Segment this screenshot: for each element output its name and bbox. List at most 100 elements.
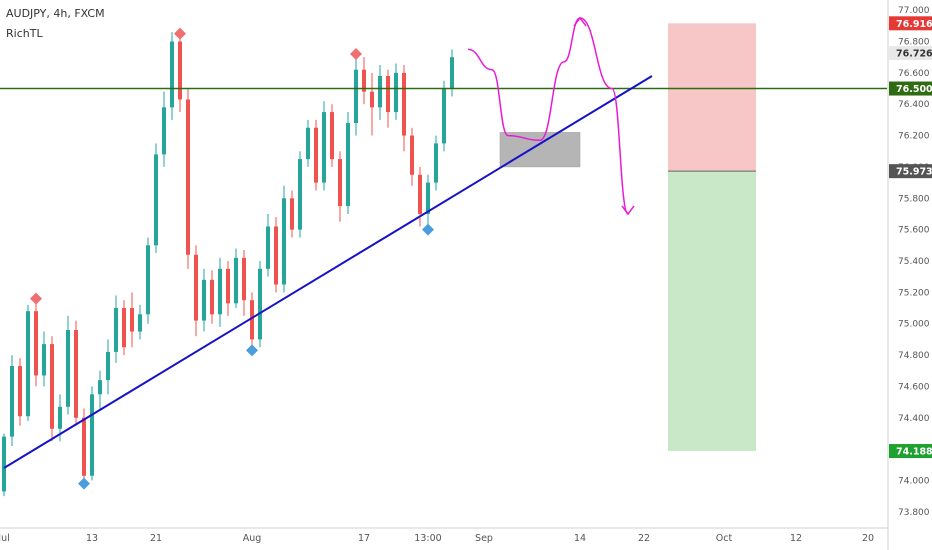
price-label-tag <box>889 164 932 179</box>
candle-body <box>370 91 374 108</box>
candle-body <box>258 268 262 340</box>
candle-body <box>290 198 294 230</box>
candle-body <box>42 344 46 376</box>
candle-body <box>418 174 422 214</box>
pivot-low-icon <box>78 477 90 490</box>
pivot-low-icon <box>246 344 258 357</box>
symbol-title: AUDJPY, 4h, FXCM <box>6 7 105 20</box>
time-tick-label: 13:00 <box>414 533 441 544</box>
price-tick-label: 75.800 <box>898 194 930 204</box>
candle-body <box>138 314 142 332</box>
price-label-text: 74.188 <box>896 447 932 458</box>
candle-body <box>90 394 94 476</box>
price-label-tag <box>889 444 932 459</box>
time-tick-label: 12 <box>790 533 802 544</box>
support-zone <box>499 132 581 168</box>
time-tick-label: 14 <box>574 533 586 544</box>
candle-body <box>426 182 430 214</box>
time-tick-label: 17 <box>358 533 370 544</box>
time-tick-label: Aug <box>243 533 262 544</box>
candle-body <box>338 159 342 207</box>
trendline <box>3 75 653 469</box>
candle-body <box>122 308 126 348</box>
time-tick-label: Jul <box>0 533 10 544</box>
time-axis: Jul 13 21 Aug 17 13:00 Sep 14 22 Oct 12 20 <box>0 527 888 544</box>
candle-body <box>154 154 158 246</box>
price-tick-label: 74.400 <box>898 414 930 424</box>
drawings <box>0 16 887 469</box>
candle-body <box>402 72 406 136</box>
arrow-up-icon <box>573 16 587 27</box>
pivot-markers <box>30 27 434 490</box>
candle-body <box>442 88 446 144</box>
candles <box>2 32 454 497</box>
candle-body <box>178 41 182 100</box>
candle-body <box>170 41 174 108</box>
candle-body <box>34 311 38 376</box>
candle-body <box>202 279 206 321</box>
projection-path <box>467 17 629 215</box>
position-tool <box>668 23 756 452</box>
candle-body <box>130 308 134 332</box>
candle-body <box>50 344 54 429</box>
candle-body <box>274 226 278 285</box>
candle-body <box>74 329 78 418</box>
gray-zone-rect <box>499 132 581 168</box>
indicator-name: RichTL <box>6 27 43 40</box>
candle-body <box>234 257 238 304</box>
candle-body <box>146 245 150 315</box>
time-tick-label: 13 <box>86 533 98 544</box>
candle-body <box>434 143 438 183</box>
candle-body <box>226 268 230 304</box>
time-tick-label: 22 <box>638 533 650 544</box>
candle-body <box>322 112 326 183</box>
price-tick-label: 75.200 <box>898 288 930 298</box>
price-tick-label: 76.600 <box>898 69 930 79</box>
candle-body <box>10 366 14 437</box>
price-label-text: 76.500 <box>896 84 932 95</box>
pivot-high-icon <box>350 48 362 61</box>
pivot-high-icon <box>174 27 186 40</box>
price-tick-label: 74.800 <box>898 351 930 361</box>
candle-body <box>66 329 70 407</box>
candle-body <box>218 268 222 315</box>
price-tick-label: 74.600 <box>898 382 930 392</box>
price-label-tag <box>889 81 932 96</box>
pivot-high-icon <box>30 292 42 305</box>
candle-body <box>306 127 310 160</box>
price-tick-label: 76.800 <box>898 37 930 47</box>
candle-body <box>378 75 382 108</box>
time-tick-label: 21 <box>150 533 162 544</box>
time-tick-label: Sep <box>475 533 493 544</box>
price-tick-label: 74.000 <box>898 477 930 487</box>
candle-body <box>18 366 22 417</box>
price-tick-label: 75.000 <box>898 320 930 330</box>
candle-body <box>410 135 414 175</box>
price-tick-label: 76.200 <box>898 132 930 142</box>
candle-body <box>298 159 302 230</box>
candle-body <box>210 279 214 315</box>
candle-body <box>242 257 246 301</box>
candle-body <box>314 127 318 183</box>
price-axis: 77.00076.80076.60076.40076.20076.00075.8… <box>887 0 932 550</box>
price-tick-label: 75.600 <box>898 226 930 236</box>
price-label-tag <box>889 16 932 31</box>
time-tick-label: 20 <box>862 533 874 544</box>
candle-body <box>386 75 390 113</box>
candle-body <box>330 112 334 160</box>
candle-body <box>58 406 62 429</box>
candle-body <box>26 311 30 417</box>
arrow-down-icon <box>621 205 635 216</box>
price-label-text: 76.726 <box>896 49 932 60</box>
price-tick-label: 73.800 <box>898 508 930 518</box>
price-tick-label: 77.000 <box>898 6 930 16</box>
price-label-text: 76.916 <box>896 19 932 30</box>
take-profit-zone <box>668 171 756 452</box>
price-tick-label: 75.400 <box>898 257 930 267</box>
candle-body <box>162 107 166 155</box>
candle-body <box>194 254 198 321</box>
candle-body <box>346 123 350 207</box>
candle-body <box>114 308 118 352</box>
candle-body <box>282 198 286 285</box>
